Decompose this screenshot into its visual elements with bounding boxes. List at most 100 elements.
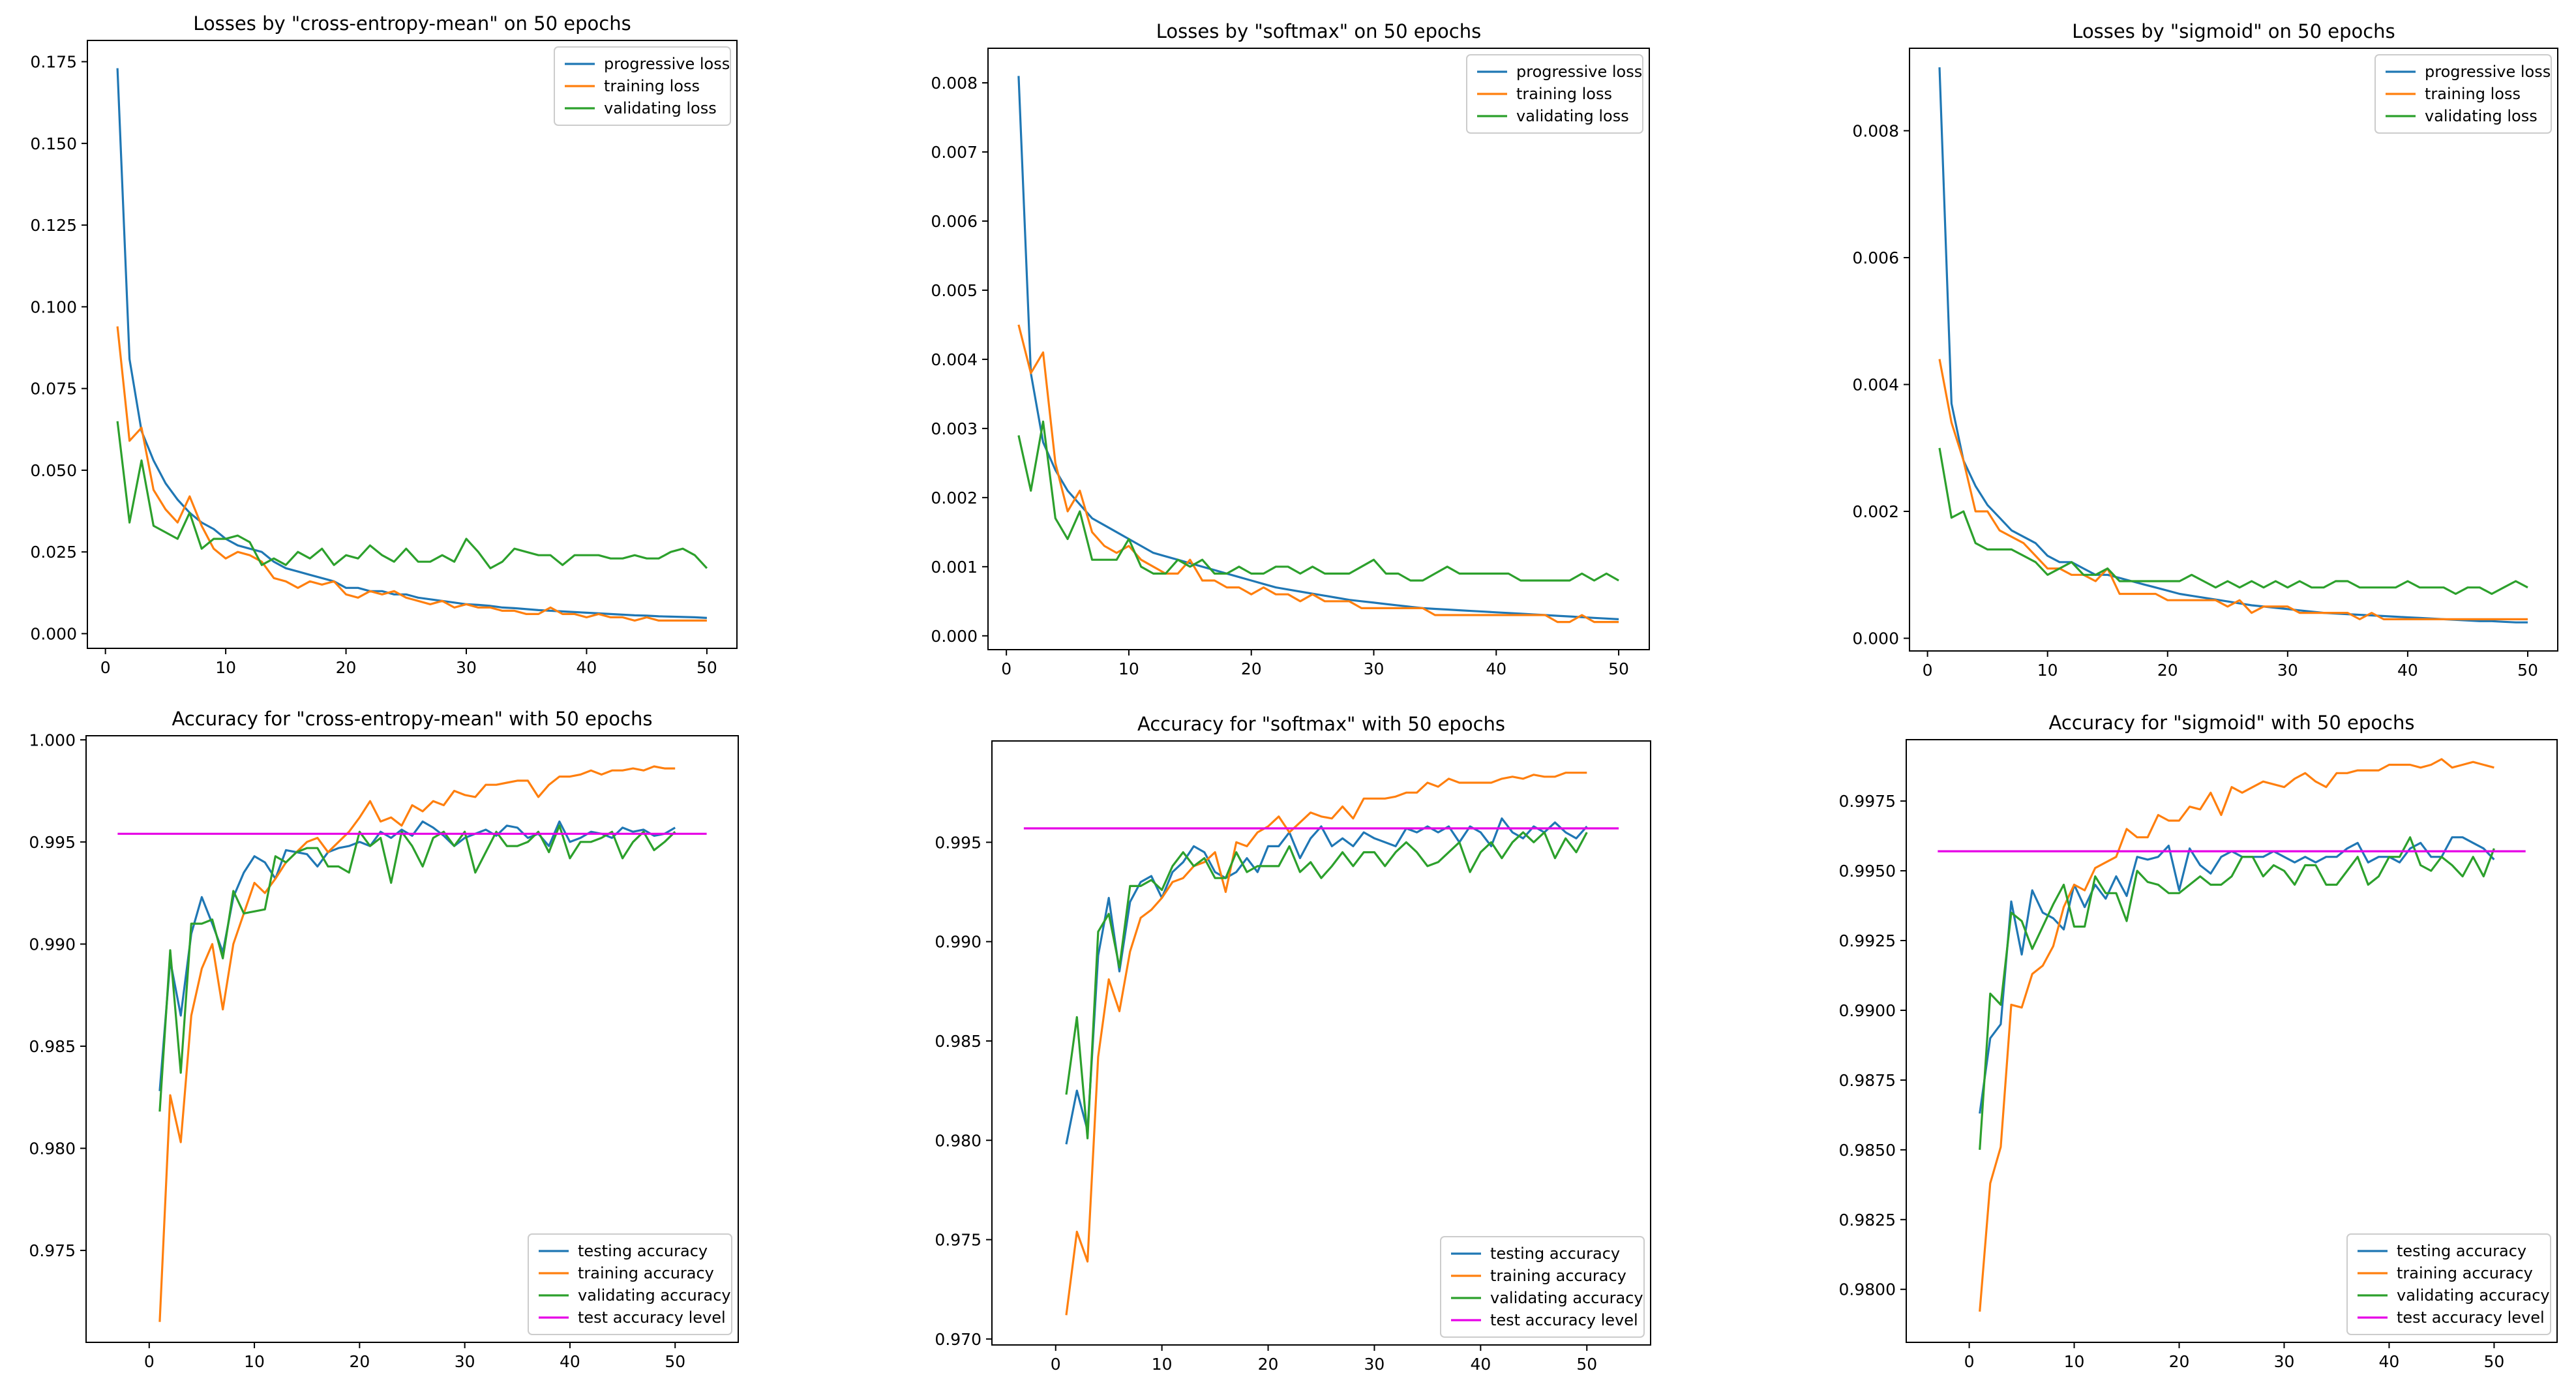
chart-title: Accuracy for "softmax" with 50 epochs	[1137, 713, 1505, 735]
y-tick-label: 0.002	[1852, 502, 1899, 521]
series-line-validating-accuracy	[158, 824, 676, 1112]
chart-svg: Losses by "softmax" on 50 epochs 0 10 20 30 4…	[931, 20, 1650, 678]
panel-accuracy-cross-entropy-mean: Accuracy for "cross-entropy-mean" with 5…	[0, 694, 858, 1388]
chart-title: Accuracy for "sigmoid" with 50 epochs	[2049, 712, 2415, 734]
legend-box	[554, 46, 731, 126]
x-tick-label: 0	[144, 1352, 155, 1371]
x-tick-label: 0	[100, 658, 111, 677]
y-tick-label: 0.975	[29, 1241, 76, 1260]
y-tick-label: 0.9900	[1839, 1001, 1896, 1020]
chart-title: Accuracy for "cross-entropy-mean" with 5…	[172, 708, 653, 730]
y-tick-label: 0.125	[30, 216, 77, 235]
x-tick-label: 20	[2157, 661, 2178, 680]
series-line-testing-accuracy	[1979, 836, 2495, 1114]
chart-svg: Losses by "cross-entropy-mean" on 50 epo…	[30, 12, 738, 677]
y-tick-label: 1.000	[29, 731, 76, 749]
y-tick-label: 0.150	[30, 134, 77, 153]
x-tick-label: 10	[2064, 1352, 2085, 1371]
legend-box	[528, 1233, 732, 1335]
legend-label: testing accuracy	[578, 1242, 708, 1260]
x-tick-label: 0	[1051, 1355, 1061, 1374]
y-tick-label: 0.990	[935, 933, 981, 952]
legend-label: validating loss	[1516, 107, 1629, 125]
legend-label: training loss	[1516, 85, 1612, 103]
y-tick-label: 0.007	[931, 143, 978, 162]
x-tick-label: 50	[2484, 1352, 2505, 1371]
y-tick-label: 0.990	[29, 935, 76, 954]
y-tick-label: 0.980	[29, 1139, 76, 1158]
y-tick-label: 0.075	[30, 380, 77, 399]
legend: testing accuracy training accuracy validat…	[528, 1233, 732, 1335]
x-tick-label: 30	[455, 1352, 475, 1371]
x-tick-label: 30	[1364, 1355, 1385, 1374]
y-tick-label: 0.9925	[1839, 931, 1896, 950]
y-tick-label: 0.002	[931, 489, 978, 507]
legend: progressive loss training loss validating …	[1466, 54, 1643, 134]
x-tick-label: 10	[2037, 661, 2058, 680]
legend-box	[1466, 54, 1643, 134]
series-line-validating-accuracy	[1065, 831, 1588, 1139]
legend: progressive loss training loss validating …	[554, 46, 731, 126]
x-tick-label: 50	[665, 1352, 685, 1371]
legend-box	[1440, 1236, 1645, 1338]
x-tick-label: 10	[1152, 1355, 1173, 1374]
y-tick-label: 0.006	[931, 212, 978, 231]
x-tick-label: 0	[1964, 1352, 1975, 1371]
y-tick-label: 0.025	[30, 543, 77, 562]
legend-label: progressive loss	[2425, 63, 2551, 81]
y-tick-label: 0.005	[931, 281, 978, 300]
legend: testing accuracy training accuracy validat…	[1440, 1236, 1645, 1338]
y-tick-label: 0.995	[935, 833, 981, 852]
chart-title: Losses by "softmax" on 50 epochs	[1156, 20, 1481, 42]
series-line-progressive-loss	[1017, 76, 1619, 620]
chart-title: Losses by "cross-entropy-mean" on 50 epo…	[193, 12, 631, 35]
panel-accuracy-sigmoid: Accuracy for "sigmoid" with 50 epochs 0 10…	[1716, 694, 2575, 1388]
x-tick-label: 20	[336, 658, 357, 677]
series-line-training-accuracy	[1065, 772, 1587, 1316]
legend-label: validating loss	[2425, 107, 2538, 125]
series-line-training-accuracy	[1979, 758, 2494, 1312]
x-tick-label: 30	[2274, 1352, 2295, 1371]
series-line-validating-loss	[116, 421, 708, 569]
axes-frame	[987, 48, 1650, 650]
x-tick-label: 10	[244, 1352, 265, 1371]
axes-frame	[85, 735, 739, 1343]
panel-losses-sigmoid: Losses by "sigmoid" on 50 epochs 0 10 20 30 4…	[1716, 0, 2575, 694]
y-tick-label: 0.003	[931, 419, 978, 438]
y-tick-label: 0.975	[935, 1231, 981, 1250]
y-tick-label: 0.008	[931, 74, 978, 93]
series-line-progressive-loss	[116, 68, 707, 619]
chart-svg: Losses by "sigmoid" on 50 epochs 0 10 20 30 4…	[1852, 20, 2558, 680]
x-tick-label: 40	[1486, 659, 1506, 678]
y-tick-label: 0.000	[1852, 629, 1899, 648]
x-tick-label: 20	[1258, 1355, 1279, 1374]
chart-svg: Accuracy for "cross-entropy-mean" with 5…	[29, 708, 739, 1371]
legend: testing accuracy training accuracy validat…	[2346, 1233, 2551, 1335]
axes-frame	[991, 740, 1651, 1346]
legend-label: training loss	[604, 77, 700, 95]
series-line-testing-accuracy	[1065, 817, 1588, 1145]
legend-label: progressive loss	[1516, 63, 1642, 81]
legend-label: testing accuracy	[2397, 1242, 2526, 1260]
legend-label: test accuracy level	[578, 1308, 726, 1327]
y-tick-label: 0.985	[935, 1032, 981, 1051]
y-tick-label: 0.100	[30, 297, 77, 316]
y-tick-label: 0.050	[30, 461, 77, 480]
x-tick-label: 50	[1576, 1355, 1597, 1374]
legend-label: validating loss	[604, 99, 717, 117]
y-tick-label: 0.9950	[1839, 862, 1896, 881]
x-tick-label: 40	[2397, 661, 2418, 680]
legend-label: training accuracy	[578, 1264, 714, 1282]
y-tick-label: 0.006	[1852, 249, 1899, 267]
y-tick-label: 0.004	[931, 350, 978, 369]
series-line-validating-accuracy	[1979, 836, 2495, 1150]
y-tick-label: 0.000	[30, 624, 77, 643]
series-line-testing-accuracy	[158, 820, 676, 1091]
y-tick-label: 0.008	[1852, 121, 1899, 140]
legend-label: training loss	[2425, 85, 2521, 103]
panel-losses-softmax: Losses by "softmax" on 50 epochs 0 10 20 30 4…	[858, 0, 1716, 694]
axes-frame	[1909, 48, 2558, 652]
x-tick-label: 40	[577, 658, 597, 677]
x-tick-label: 0	[1923, 661, 1933, 680]
